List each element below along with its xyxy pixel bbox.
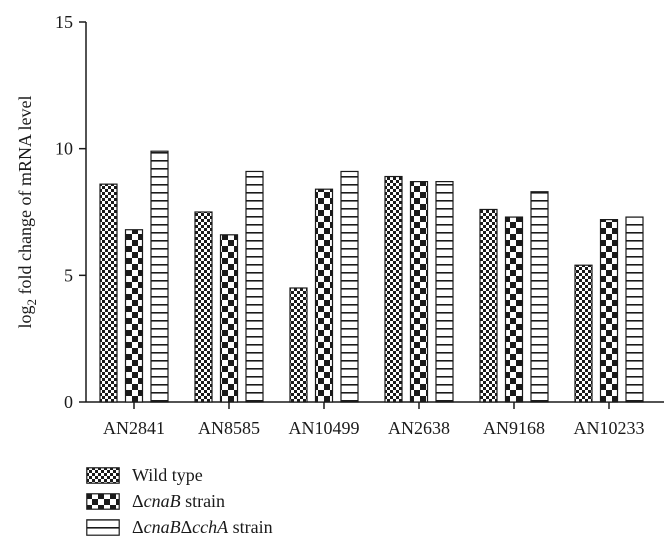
y-tick-label: 5 <box>64 265 73 285</box>
bar-an2841-series-2 <box>124 229 144 403</box>
x-tick-label: AN9168 <box>483 418 545 438</box>
bar-an10233-series-2 <box>599 219 619 403</box>
bar-an2638-series-3 <box>435 181 454 403</box>
bar-an8585-series-3 <box>245 170 264 403</box>
legend-swatch <box>86 518 120 536</box>
bar-an10499-series-2 <box>314 188 334 403</box>
x-tick-label: AN10499 <box>289 418 360 438</box>
y-tick-label: 0 <box>64 392 73 412</box>
bars <box>99 150 644 403</box>
legend-swatch <box>86 492 120 510</box>
bar-an8585-series-2 <box>219 234 239 403</box>
legend-label: Wild type <box>132 464 203 485</box>
legend-item: ΔcnaB strain <box>86 488 273 514</box>
bar-an10233-series-1 <box>574 264 593 403</box>
bar-an9168-series-3 <box>530 191 549 403</box>
bar-an2841-series-1 <box>99 183 118 403</box>
legend-label: ΔcnaB strain <box>132 490 226 511</box>
x-tick-label: AN2638 <box>388 418 450 438</box>
x-tick-label: AN8585 <box>198 418 260 438</box>
x-tick-label: AN10233 <box>574 418 645 438</box>
y-tick-label: 15 <box>55 12 73 32</box>
bar-an9168-series-2 <box>504 216 524 403</box>
axes <box>79 21 664 409</box>
legend-item: Wild type <box>86 462 273 488</box>
bar-an2841-series-3 <box>150 150 169 403</box>
bar-an8585-series-1 <box>194 211 213 403</box>
bar-an2638-series-1 <box>384 175 403 403</box>
legend-item: ΔcnaBΔcchA strain <box>86 514 273 540</box>
legend: Wild type ΔcnaB strain ΔcnaBΔcchA strain <box>86 462 273 540</box>
legend-swatch <box>86 466 120 484</box>
y-axis-title: log2 fold change of mRNA level <box>15 96 39 329</box>
bar-an10499-series-3 <box>340 170 359 403</box>
bar-an9168-series-1 <box>479 208 498 403</box>
bar-an10499-series-1 <box>289 287 308 403</box>
x-tick-label: AN2841 <box>103 418 165 438</box>
legend-label: ΔcnaBΔcchA strain <box>132 516 273 537</box>
labels: 0 5 10 15 log2 fold change of mRNA level AN28… <box>15 12 645 438</box>
y-tick-label: 10 <box>55 139 73 159</box>
bar-an10233-series-3 <box>625 216 644 403</box>
bar-an2638-series-2 <box>409 181 429 403</box>
